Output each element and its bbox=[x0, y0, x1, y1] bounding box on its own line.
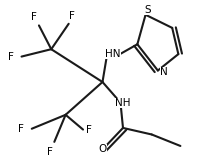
Text: F: F bbox=[69, 11, 74, 21]
Text: NH: NH bbox=[115, 98, 130, 108]
Text: F: F bbox=[47, 147, 53, 157]
Text: HN: HN bbox=[104, 49, 120, 59]
Text: S: S bbox=[144, 5, 150, 15]
Text: F: F bbox=[8, 52, 14, 62]
Text: F: F bbox=[86, 125, 92, 135]
Text: O: O bbox=[98, 144, 106, 154]
Text: F: F bbox=[18, 124, 23, 134]
Text: F: F bbox=[31, 12, 37, 22]
Text: N: N bbox=[159, 67, 167, 77]
